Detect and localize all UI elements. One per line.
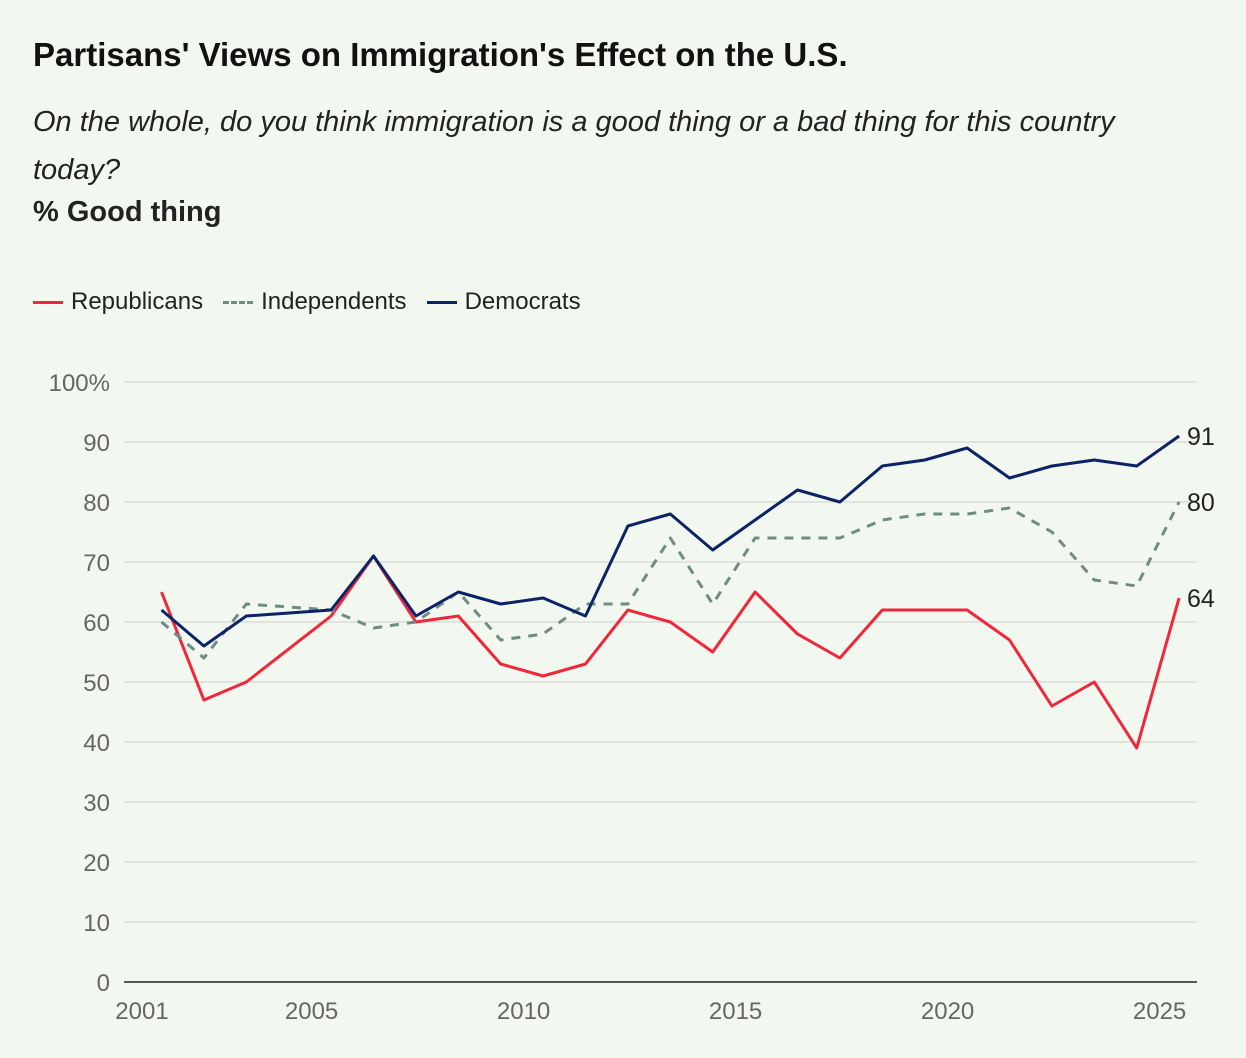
- end-label: 91: [1187, 423, 1215, 451]
- legend-swatch: [223, 300, 254, 304]
- legend-label: Republicans: [71, 288, 204, 315]
- chart-title: Partisans' Views on Immigration's Effect…: [33, 36, 848, 73]
- end-label: 80: [1187, 489, 1215, 517]
- y-tick-label: 20: [83, 850, 110, 877]
- y-tick-label: 80: [83, 490, 110, 517]
- x-tick-label: 2015: [709, 998, 762, 1025]
- legend-label: Independents: [261, 288, 407, 315]
- legend-swatch: [426, 300, 457, 304]
- x-tick-label: 2001: [115, 998, 168, 1025]
- x-tick-label: 2025: [1133, 998, 1186, 1025]
- legend-item-republicans: Republicans: [33, 288, 203, 316]
- y-tick-label: 60: [83, 610, 110, 637]
- legend-item-democrats: Democrats: [426, 288, 581, 316]
- legend-label: Democrats: [464, 288, 581, 315]
- y-tick-label: 50: [83, 670, 110, 697]
- y-tick-label: 40: [83, 730, 110, 757]
- series-line-democrats: [160, 434, 1180, 648]
- end-label: 64: [1187, 585, 1215, 613]
- y-tick-label: 100%: [49, 370, 110, 397]
- series-line-republicans: [160, 554, 1181, 750]
- legend-item-independents: Independents: [223, 288, 407, 316]
- y-tick-label: 10: [83, 910, 110, 937]
- y-tick-label: 90: [83, 430, 110, 457]
- series-line-independents: [160, 501, 1181, 660]
- x-tick-label: 2020: [921, 998, 974, 1025]
- y-tick-label: 0: [97, 970, 110, 997]
- y-tick-label: 70: [83, 550, 110, 577]
- x-tick-label: 2010: [497, 998, 550, 1025]
- legend: Republicans Independents Democrats: [33, 288, 581, 316]
- chart-subtitle: On the whole, do you think immigration i…: [33, 106, 1115, 186]
- legend-swatch: [33, 300, 63, 304]
- x-tick-label: 2005: [285, 998, 338, 1025]
- y-axis-label: % Good thing: [33, 196, 222, 228]
- y-tick-label: 30: [83, 790, 110, 817]
